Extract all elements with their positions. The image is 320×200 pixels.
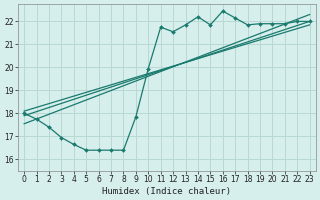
X-axis label: Humidex (Indice chaleur): Humidex (Indice chaleur) <box>102 187 231 196</box>
